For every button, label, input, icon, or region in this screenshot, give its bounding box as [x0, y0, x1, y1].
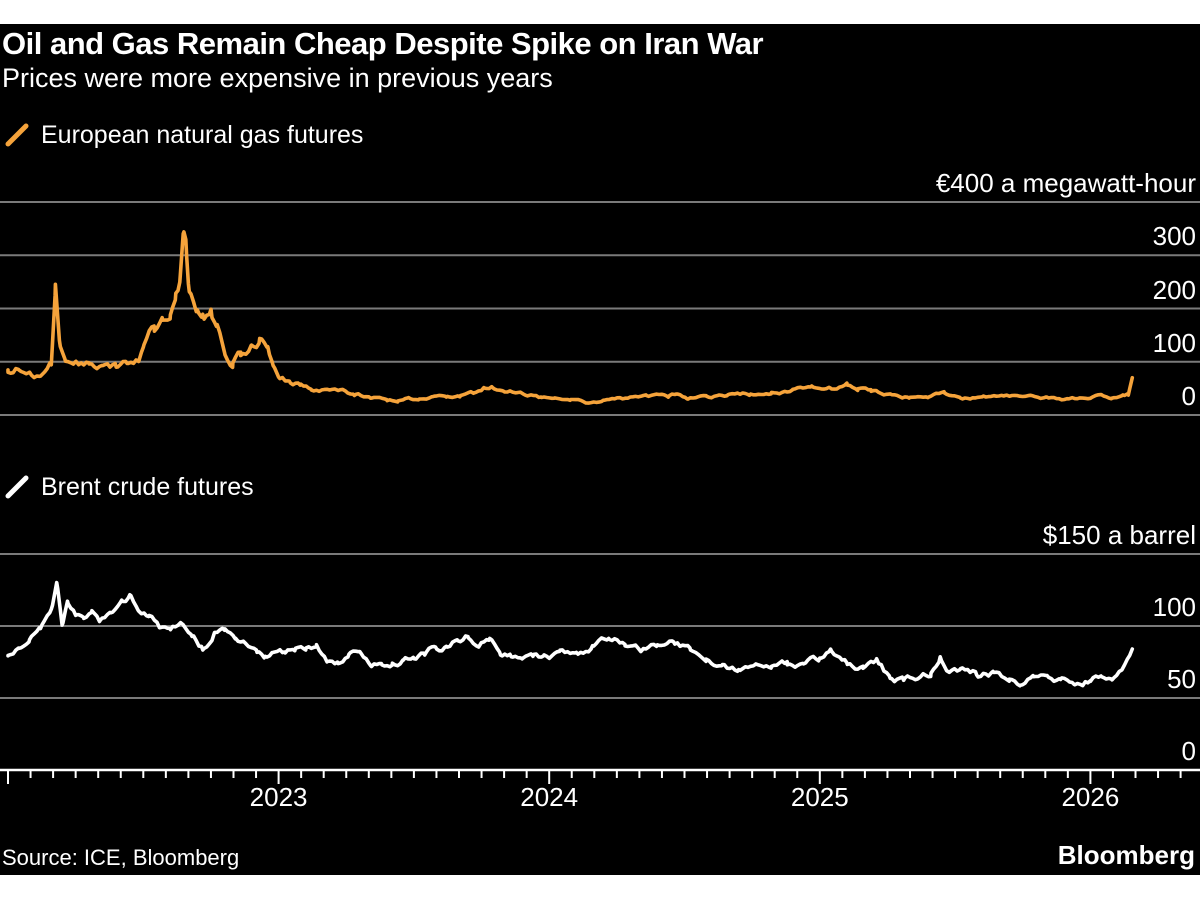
ytick-label-gas-300: 300	[1152, 221, 1196, 252]
brent-axis-unit-label: $150 a barrel	[1042, 520, 1196, 550]
ytick-label-gas-200: 200	[1152, 274, 1196, 305]
ytick-label-brent-100: 100	[1152, 592, 1196, 622]
brent-series-slash-icon	[5, 475, 29, 499]
bloomberg-logo: Bloomberg	[1057, 840, 1195, 870]
chart-title: Oil and Gas Remain Cheap Despite Spike o…	[2, 26, 764, 61]
gas-slash-stroke	[5, 123, 29, 147]
source-attribution: Source: ICE, Bloomberg	[2, 845, 240, 870]
legend-gas: European natural gas futures	[4, 121, 363, 149]
gas-axis-unit-label: €400 a megawatt-hour	[935, 168, 1196, 198]
xtick-label-2026: 2026	[1061, 782, 1120, 812]
chart-subtitle: Prices were more expensive in previous y…	[2, 63, 553, 93]
series-line-brent	[6, 580, 1135, 688]
legend-gas-label: European natural gas futures	[41, 121, 364, 149]
xtick-label-2025: 2025	[790, 782, 849, 812]
gas-series-slash-icon	[5, 123, 29, 147]
ytick-label-brent-50: 50	[1167, 664, 1196, 694]
chart-background	[0, 24, 1200, 875]
series-line-gas	[6, 230, 1135, 405]
legend-brent-label: Brent crude futures	[41, 473, 254, 501]
xtick-label-2024: 2024	[520, 782, 579, 812]
ytick-label-gas-0: 0	[1181, 381, 1196, 411]
ytick-label-brent-0: 0	[1181, 736, 1196, 766]
xtick-label-2023: 2023	[249, 782, 308, 812]
ytick-label-gas-100: 100	[1152, 327, 1196, 358]
legend-brent: Brent crude futures	[4, 473, 254, 501]
brent-slash-stroke	[5, 475, 29, 499]
